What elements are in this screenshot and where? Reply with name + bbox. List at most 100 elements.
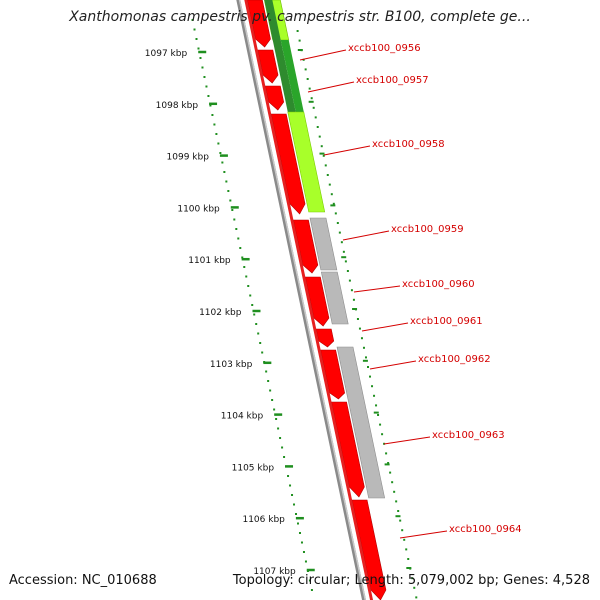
axis-dot [205, 85, 208, 88]
track-dot [330, 193, 333, 196]
axis-dot [293, 503, 296, 506]
track-dot [391, 481, 394, 484]
axis-dot [201, 66, 204, 69]
axis-dot [255, 323, 258, 325]
axis-tick-label: 1099 kbp [167, 153, 210, 163]
gene-label-xccb100_0960: xccb100_0960 [402, 279, 475, 290]
axis-dot [221, 161, 224, 164]
track-dot [332, 202, 335, 205]
track-dot [362, 346, 365, 349]
axis-dot [291, 494, 294, 496]
dark-green-feature [264, 0, 296, 112]
axis-dot [227, 190, 230, 192]
track-dot [377, 414, 380, 416]
track-dot [367, 366, 370, 368]
axis-dot [259, 342, 262, 344]
axis-dot [191, 19, 194, 21]
axis-dot [237, 237, 240, 240]
genome-info-text: Topology: circular; Length: 5,079,002 bp… [232, 573, 590, 588]
track-dot [405, 548, 408, 551]
track-dot [306, 78, 309, 80]
axis-tick-label: 1101 kbp [188, 256, 231, 266]
axis-dot [241, 256, 244, 259]
axis-dot [295, 513, 298, 515]
track-dot [334, 212, 337, 215]
gene-label-xccb100_0963: xccb100_0963 [432, 430, 505, 441]
axis-dot [229, 199, 232, 202]
track-dot [375, 404, 378, 407]
coordinate-axis: 1097 kbp 1098 kbp 1099 kbp 1100 kbp 1101 kbp… [145, 19, 418, 599]
track-dot [358, 327, 361, 330]
track-dot [324, 164, 327, 167]
axis-dot [239, 247, 242, 249]
track-dot [403, 538, 406, 541]
track-dot [389, 471, 392, 474]
axis-dot [243, 266, 246, 268]
gene-label-leader [307, 81, 355, 93]
track-dot [344, 260, 347, 263]
gene-label-xccb100_0959: xccb100_0959 [391, 224, 464, 235]
track-dot [316, 126, 319, 128]
track-dot [369, 375, 372, 378]
track-dot [379, 423, 382, 426]
track-dot [407, 558, 410, 560]
track-dot [413, 586, 416, 589]
axis-tick-label: 1100 kbp [177, 204, 220, 214]
gene-label-leader [399, 530, 448, 539]
axis-dot [207, 95, 210, 97]
axis-tick-label: 1097 kbp [145, 49, 188, 59]
axis-tick-label: 1106 kbp [242, 515, 285, 525]
lime-feature [287, 111, 326, 213]
gene-label-leader [342, 230, 390, 241]
axis-dot [298, 532, 301, 534]
gene-label-xccb100_0962: xccb100_0962 [418, 354, 491, 365]
axis-tick-label: 1098 kbp [156, 101, 199, 111]
track-dot [371, 385, 374, 388]
axis-dot [217, 142, 220, 145]
track-dot [336, 222, 339, 224]
gene-label-leader [353, 285, 401, 293]
axis-dot [199, 57, 202, 59]
track-dot [322, 154, 325, 157]
gene-label-leader [323, 145, 371, 156]
axis-dot [231, 209, 234, 211]
track-dot [342, 250, 345, 253]
axis-tick-label: 1103 kbp [210, 360, 253, 370]
gene-label-xccb100_0958: xccb100_0958 [372, 139, 445, 150]
map-title: Xanthomonas campestris pv. campestris st… [69, 9, 531, 25]
axis-dot [281, 446, 284, 449]
axis-dot [300, 541, 303, 544]
axis-dot [219, 152, 222, 154]
axis-dot [283, 456, 286, 458]
gene-label-xccb100_0964: xccb100_0964 [449, 524, 522, 535]
track-dot [350, 289, 353, 292]
cds-feature [304, 276, 330, 327]
green-feature [280, 40, 304, 112]
track-dot [314, 116, 317, 119]
axis-dot [310, 589, 313, 591]
track-dot [296, 30, 299, 32]
track-dot [395, 500, 398, 503]
cds-feature [264, 85, 285, 111]
axis-dot [215, 133, 218, 135]
axis-dot [223, 171, 226, 173]
cds-edge [244, 0, 374, 600]
track-dot [360, 337, 363, 340]
feature-tracks [244, 0, 387, 600]
axis-dot [267, 380, 270, 382]
axis-dot [269, 389, 272, 392]
axis-dot [193, 28, 196, 31]
axis-dot [211, 114, 214, 116]
track-dot [385, 452, 388, 455]
axis-dot [261, 351, 264, 354]
cds-feature [351, 499, 387, 600]
axis-dot [233, 218, 236, 221]
track-dot [346, 270, 349, 272]
axis-dot [275, 418, 278, 420]
axis-tick-label: 1105 kbp [232, 463, 275, 473]
axis-tick-label: 1102 kbp [199, 308, 242, 318]
gene-label-leader [383, 436, 431, 445]
gene-label-xccb100_0956: xccb100_0956 [348, 43, 421, 54]
axis-dot [203, 76, 206, 78]
